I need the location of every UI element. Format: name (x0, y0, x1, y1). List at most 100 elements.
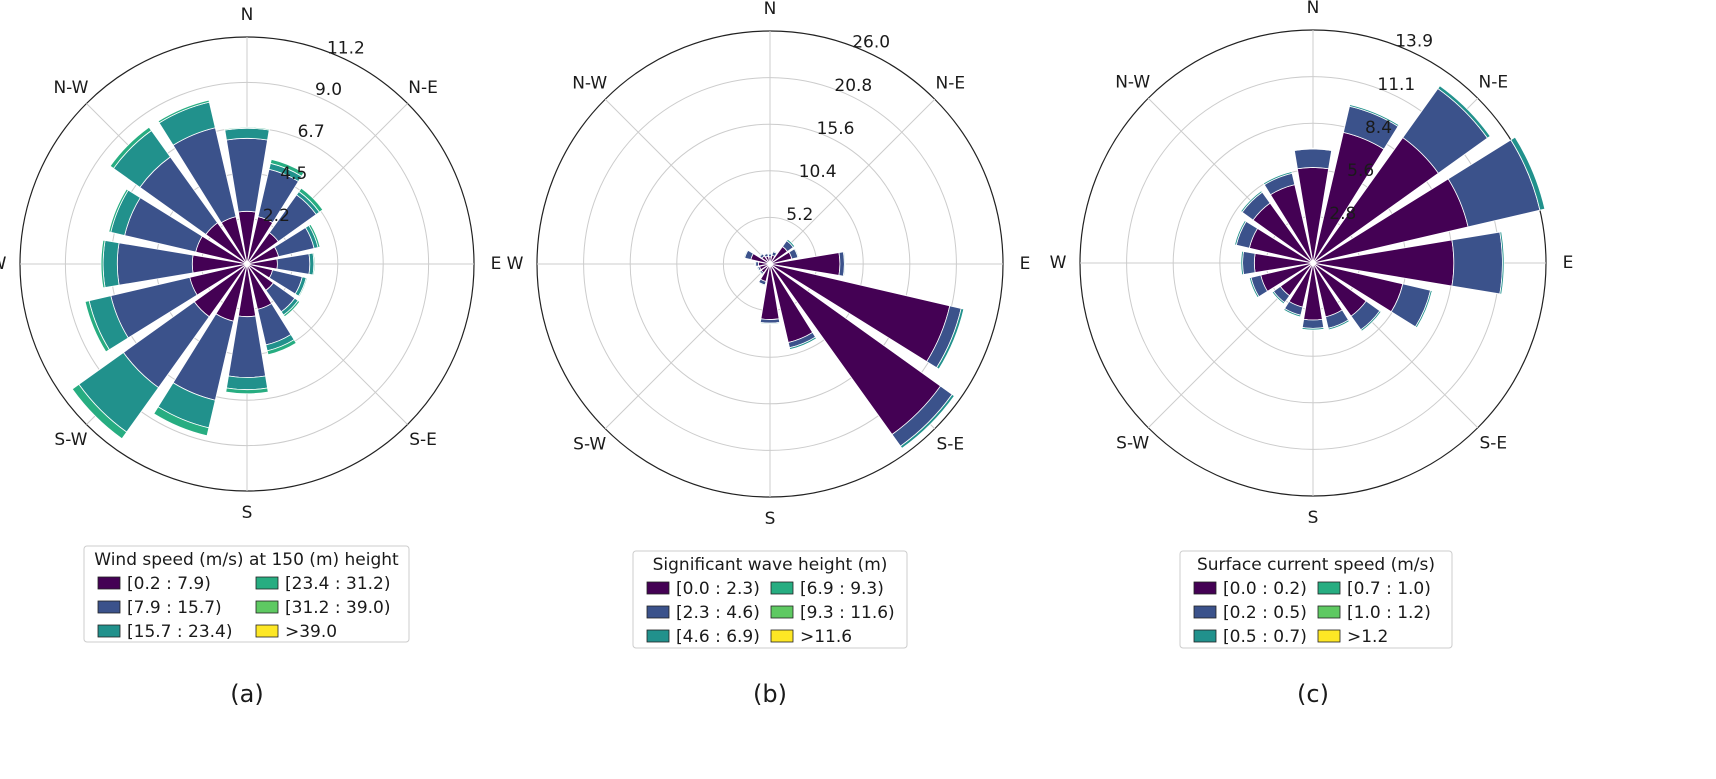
radial-tick-label: 20.8 (834, 76, 872, 96)
bar-sector-90-bin-1 (1451, 231, 1503, 295)
legend-title: Significant wave height (m) (653, 555, 888, 575)
bar-sector-337.5-bin-3 (157, 99, 210, 124)
radial-tick-label: 6.7 (298, 122, 325, 142)
legend-box (1179, 550, 1453, 649)
bar-sector-292.5-bin-2 (1234, 219, 1247, 246)
panel-label: (b) (753, 680, 787, 708)
bar-sector-270-bin-3 (100, 239, 106, 289)
direction-label: E (1020, 254, 1031, 274)
legend-swatch (255, 600, 279, 614)
legend-entry: >11.6 (800, 627, 852, 647)
bar-sector-270-bin-2 (1240, 250, 1245, 276)
legend: Surface current speed (m/s) [0.0 : 0.2) [0… (1179, 550, 1453, 649)
bar-sector-90-bin-2 (842, 251, 846, 277)
radial-tick-label: 2.2 (263, 206, 290, 226)
legend-entry: [15.7 : 23.4) (127, 622, 233, 642)
legend-title: Wind speed (m/s) at 150 (m) height (94, 550, 399, 570)
direction-label: N-W (572, 74, 607, 94)
bar-sector-112.5-bin-2 (936, 307, 965, 370)
bar-sector-135-bin-2 (1360, 310, 1382, 332)
legend-entry: >1.2 (1347, 627, 1388, 647)
bar-sector-315-bin-2 (1240, 190, 1263, 213)
legend-entry: [31.2 : 39.0) (285, 598, 391, 618)
legend-swatch (770, 581, 794, 595)
direction-label: N-W (1115, 73, 1150, 93)
legend-swatch (97, 576, 121, 590)
bar-sector-0-bin-2 (767, 252, 773, 255)
bar-sector-135-bin-3 (283, 300, 301, 318)
direction-label: N (764, 0, 777, 19)
direction-label: W (0, 254, 7, 274)
legend-entry: [4.6 : 6.9) (676, 627, 760, 647)
legend-swatch (646, 629, 670, 643)
legend-entry: [0.0 : 0.2) (1223, 579, 1307, 599)
bar-sector-67.5-bin-2 (1510, 136, 1546, 211)
bar-sector-157.5-bin-2 (1327, 319, 1350, 331)
legend-swatch (1317, 581, 1341, 595)
bar-sector-180-bin-2 (759, 321, 781, 325)
radial-tick-label: 8.4 (1365, 118, 1392, 138)
legend: Wind speed (m/s) at 150 (m) height [0.2 :… (83, 545, 410, 643)
angular-gridline (604, 263, 771, 430)
direction-label: W (507, 254, 524, 274)
legend-swatch (1317, 629, 1341, 643)
direction-label: N (1307, 0, 1320, 18)
windrose-panel-b: 5.2 10.4 15.6 20.8 26.0 N N-E E S-E S S-W W N-W Signi… (507, 0, 1031, 708)
bar-sector-45-bin-2 (786, 238, 796, 248)
bar-sector-247.5-bin-2 (756, 266, 760, 272)
radial-tick-label: 26.0 (852, 33, 890, 53)
legend-swatch (1317, 605, 1341, 619)
legend-swatch (646, 581, 670, 595)
angular-gridline (769, 98, 936, 265)
windrose-panel-c: 2.8 5.6 8.4 11.1 13.9 N N-E E S-E S S-W W N-W Surface… (1050, 0, 1574, 708)
direction-label: S-W (54, 430, 87, 450)
bar-sector-45-bin-3 (298, 187, 324, 213)
legend-entry: [0.2 : 0.5) (1223, 603, 1307, 623)
bar-sector-112.5-bin-3 (298, 277, 308, 298)
bar-sector-180-bin-3 (225, 387, 269, 395)
legend-swatch (1193, 629, 1217, 643)
bar-sector-180-bin-1 (1301, 318, 1325, 329)
legend-entry: [7.9 : 15.7) (127, 598, 222, 618)
bar-sector-90-bin-1 (276, 253, 311, 275)
bar-sector-247.5-bin-3 (84, 300, 110, 353)
direction-label: N (241, 5, 254, 25)
panel-label: (c) (1297, 680, 1329, 708)
direction-label: E (1563, 253, 1574, 273)
bar-sector-270-bin-1 (1242, 251, 1256, 275)
bar-sector-337.5-bin-2 (1262, 171, 1293, 186)
bar-sector-225-bin-2 (758, 270, 764, 276)
bar-sector-22.5-bin-2 (772, 250, 778, 254)
direction-label: W (1050, 253, 1067, 273)
bar-sector-0-bin-2 (224, 127, 270, 141)
radial-tick-label: 13.9 (1395, 32, 1433, 52)
legend-swatch (1193, 581, 1217, 595)
bar-sector-0-bin-2 (1293, 147, 1333, 152)
legend-entry: [2.3 : 4.6) (676, 603, 760, 623)
bar-sector-180-bin-1 (228, 315, 266, 378)
legend-entry: [0.2 : 7.9) (127, 574, 211, 594)
bar-sector-67.5-bin-3 (308, 223, 321, 248)
direction-label: E (491, 254, 502, 274)
direction-label: S-W (1116, 433, 1149, 453)
bar-sector-292.5-bin-3 (108, 188, 129, 233)
windrose-bars (1234, 85, 1546, 332)
direction-label: S (1308, 508, 1319, 528)
bar-sector-67.5-bin-2 (793, 247, 800, 258)
radial-tick-label: 11.1 (1377, 75, 1415, 95)
legend-swatch (255, 624, 279, 638)
bar-sector-202.5-bin-2 (1283, 307, 1302, 318)
bar-sector-90-bin-2 (1499, 231, 1505, 295)
legend-box (83, 545, 410, 643)
direction-label: S-E (936, 434, 964, 454)
bar-sector-337.5-bin-2 (763, 252, 769, 256)
legend-swatch (1193, 605, 1217, 619)
direction-label: N-W (53, 78, 88, 98)
direction-label: S-W (573, 434, 606, 454)
bar-sector-45-bin-2 (1437, 85, 1491, 139)
bar-sector-135-bin-2 (899, 393, 955, 449)
radial-tick-label: 10.4 (799, 162, 837, 182)
bar-sector-247.5-bin-2 (1248, 276, 1260, 299)
bar-sector-180-bin-2 (226, 375, 268, 390)
